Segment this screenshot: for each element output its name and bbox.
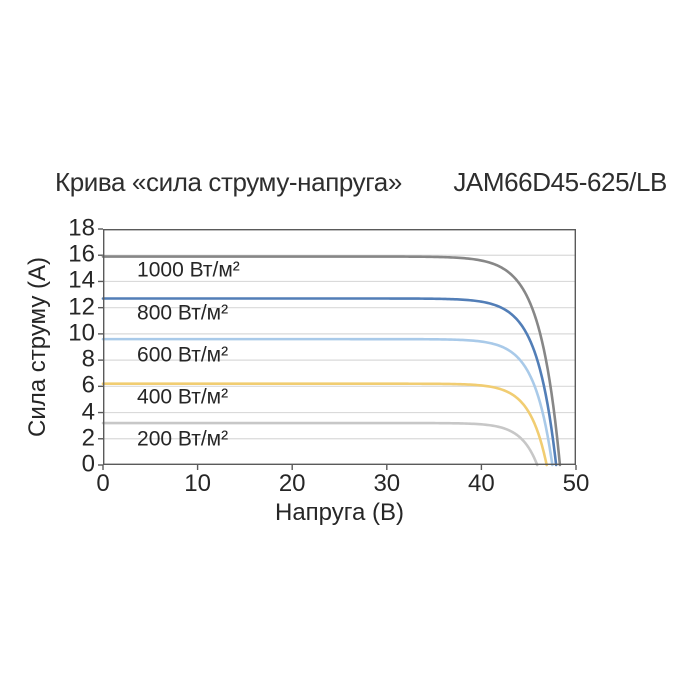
x-tick-label: 0 [96,470,110,497]
x-tick-label: 10 [184,470,211,497]
x-tick-label: 40 [468,470,495,497]
y-tick-label: 14 [68,266,95,294]
iv-curve-800 [101,297,558,467]
x-tick-label: 20 [278,470,306,497]
y-tick-label: 8 [81,345,95,373]
y-tick-label: 4 [81,397,95,425]
chart-header: Крива «сила струму-напруга» JAM66D45-625… [55,167,667,197]
y-tick-label: 16 [68,240,95,268]
y-tick-label: 0 [81,450,95,478]
y-axis-tick-labels: 18 16 14 12 10 8 6 4 2 0 [0,214,96,477]
iv-curve-400 [101,382,548,467]
x-tick-label: 30 [373,470,401,497]
x-tick-label: 50 [562,470,590,497]
y-tick-label: 12 [68,293,95,321]
plot-frame [102,228,577,466]
plot-canvas [98,228,577,470]
x-axis-title: Напруга (В) [275,499,404,526]
y-tick-label: 2 [81,424,95,452]
iv-curve-1000 [101,255,562,467]
y-tick-label: 6 [81,371,95,399]
y-tick-label: 10 [68,319,95,347]
iv-curve-200 [101,421,539,467]
iv-curve-plot: 1000 Вт/м² 800 Вт/м² 600 Вт/м² 400 Вт/м² 200… [98,228,577,470]
chart-title: Крива «сила струму-напруга» [55,167,402,197]
iv-curve-600 [101,337,554,467]
x-axis-tick-labels: 0 10 20 30 40 50 [96,470,589,497]
y-tick-label: 18 [68,214,95,242]
module-model-code: JAM66D45-625/LB [453,167,667,197]
